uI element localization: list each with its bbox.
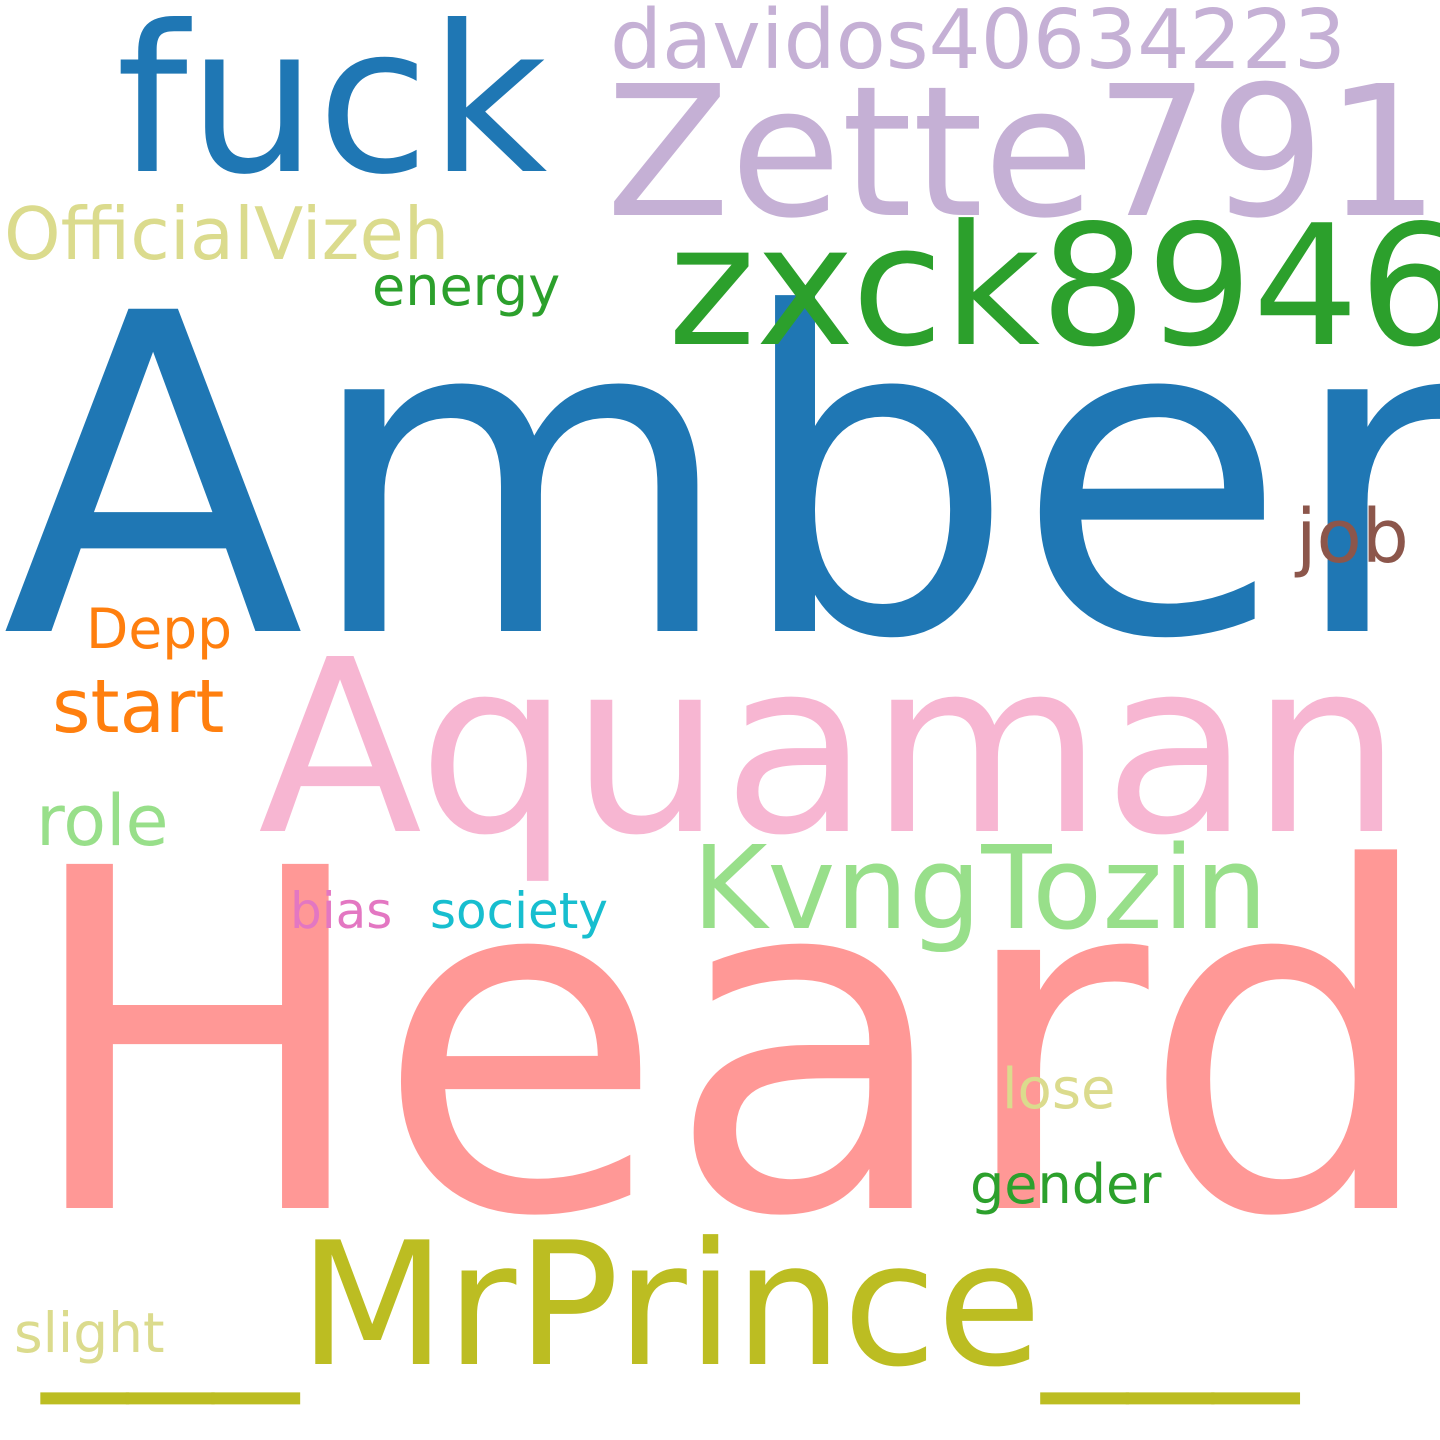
- word-zette791: Zette791: [606, 47, 1440, 258]
- word-job: job: [1296, 494, 1409, 580]
- word-role: role: [36, 780, 169, 862]
- word-fuck: fuck: [116, 0, 548, 220]
- word-zxck8946: zxck8946: [668, 190, 1440, 384]
- word-heard: Heard: [20, 771, 1440, 1320]
- word-aquaman: Aquaman: [258, 608, 1403, 888]
- word-bias: bias: [290, 882, 393, 940]
- word-gender: gender: [970, 1153, 1162, 1216]
- word-davidos: davidos40634223: [610, 0, 1346, 88]
- word-start: start: [52, 664, 225, 750]
- word-society: society: [430, 882, 608, 940]
- word-energy: energy: [372, 255, 561, 318]
- word-slight: slight: [14, 1301, 165, 1365]
- word-depp: Depp: [86, 597, 233, 661]
- word-lose: lose: [1002, 1057, 1116, 1122]
- word-amber: Amber: [2, 222, 1440, 736]
- word-officialvizeh: OfficialVizeh: [4, 192, 450, 276]
- word-kvngtozin: KvngTozin: [692, 822, 1268, 956]
- word-mrprince: ___MrPrince___: [42, 1206, 1299, 1405]
